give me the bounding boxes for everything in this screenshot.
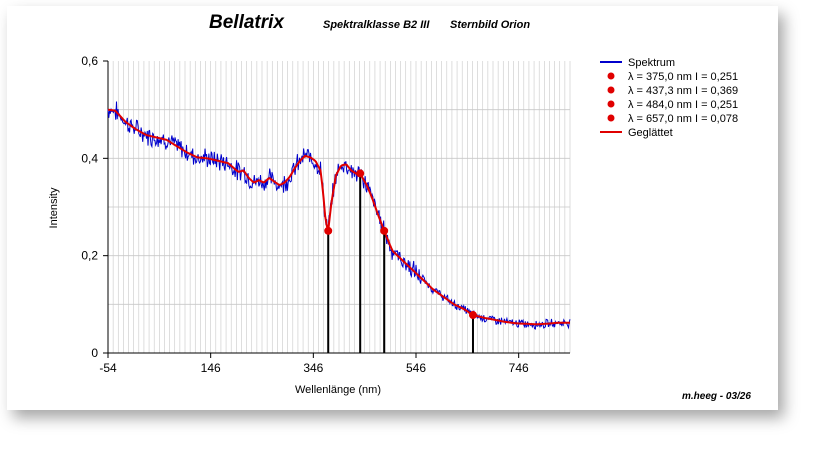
legend-label-marker: λ = 437,3 nm I = 0,369 [628, 85, 738, 97]
chart-title: Bellatrix [209, 12, 284, 33]
marker-point [380, 226, 389, 235]
smoothed-line [107, 108, 570, 326]
y-tick-label: 0,4 [81, 151, 98, 165]
legend-label-smoothed: Geglättet [628, 127, 673, 139]
y-axis-label: Intensity [48, 187, 60, 228]
legend-label-marker: λ = 375,0 nm I = 0,251 [628, 71, 738, 83]
legend-swatch-marker [607, 100, 615, 108]
marker-point [324, 226, 333, 235]
legend-label-marker: λ = 484,0 nm I = 0,251 [628, 99, 738, 111]
legend: Spektrum λ = 375,0 nm I = 0,251 λ = 437,3 … [600, 57, 738, 139]
credit-label: m.heeg - 03/26 [682, 391, 751, 402]
x-tick-label: -54 [99, 361, 117, 375]
legend-swatch-marker [607, 86, 615, 94]
x-tick-label: 546 [406, 361, 426, 375]
marker-point [356, 169, 365, 178]
grid-lines [107, 61, 571, 353]
legend-label-marker: λ = 657,0 nm I = 0,078 [628, 113, 738, 125]
constellation-label: Sternbild Orion [450, 19, 531, 31]
series-layer [107, 101, 571, 353]
chart-card [7, 6, 778, 410]
legend-label-spectrum: Spektrum [628, 57, 675, 69]
x-axis-label: Wellenlänge (nm) [295, 384, 381, 396]
axis-ticks: -54 146 346 546 746 0 0,2 0,4 0,6 [81, 54, 529, 375]
legend-swatch-marker [607, 114, 615, 122]
x-tick-label: 746 [509, 361, 529, 375]
x-tick-label: 346 [303, 361, 323, 375]
legend-swatch-marker [607, 72, 615, 80]
y-tick-label: 0,6 [81, 54, 98, 68]
y-tick-label: 0 [91, 346, 98, 360]
x-tick-label: 146 [201, 361, 221, 375]
spectral-class-label: Spektralklasse B2 III [323, 19, 430, 31]
y-tick-label: 0,2 [81, 249, 98, 263]
marker-point [468, 311, 477, 320]
